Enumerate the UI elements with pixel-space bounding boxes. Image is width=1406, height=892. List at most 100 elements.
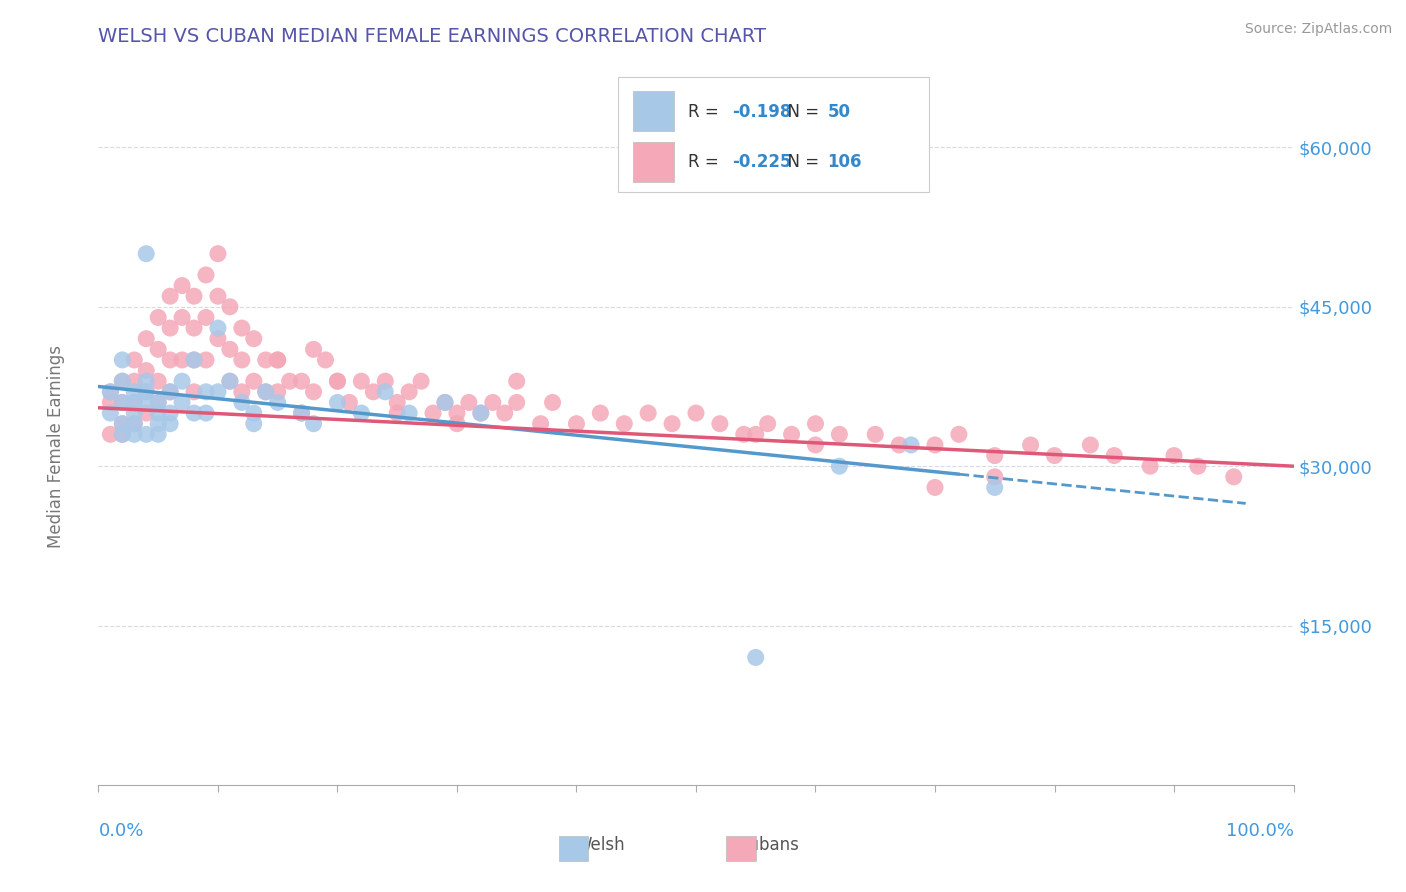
Point	[804, 417, 827, 431]
Point	[135, 363, 157, 377]
Point	[207, 321, 229, 335]
Point	[124, 353, 146, 368]
Point	[1163, 449, 1185, 463]
Point	[124, 384, 146, 399]
Point	[756, 417, 779, 431]
Point	[924, 480, 946, 494]
Point	[111, 427, 134, 442]
Point	[243, 374, 266, 388]
Point	[446, 417, 468, 431]
Point	[398, 384, 420, 399]
Point	[339, 395, 361, 409]
Point	[302, 343, 325, 357]
Point	[1139, 459, 1161, 474]
Point	[195, 353, 218, 368]
Point	[385, 406, 409, 420]
Text: WELSH VS CUBAN MEDIAN FEMALE EARNINGS CORRELATION CHART: WELSH VS CUBAN MEDIAN FEMALE EARNINGS CO…	[98, 27, 766, 45]
Point	[124, 406, 146, 420]
Point	[865, 427, 887, 442]
Point	[506, 395, 529, 409]
Point	[446, 406, 468, 420]
Point	[195, 268, 218, 282]
Point	[207, 246, 229, 260]
Point	[124, 417, 146, 431]
Point	[1019, 438, 1042, 452]
Point	[385, 395, 409, 409]
Point	[350, 406, 373, 420]
Point	[243, 332, 266, 346]
Point	[984, 470, 1007, 484]
Point	[135, 384, 157, 399]
Point	[98, 384, 122, 399]
Point	[135, 427, 157, 442]
Point	[254, 384, 277, 399]
Point	[111, 417, 134, 431]
Point	[183, 384, 205, 399]
Point	[219, 374, 242, 388]
Point	[148, 374, 170, 388]
Point	[709, 417, 731, 431]
FancyBboxPatch shape	[725, 836, 756, 861]
Point	[1104, 449, 1126, 463]
Point	[315, 353, 337, 368]
Point	[411, 374, 433, 388]
Point	[148, 395, 170, 409]
Point	[458, 395, 481, 409]
Point	[219, 343, 242, 357]
Point	[243, 406, 266, 420]
Point	[613, 417, 636, 431]
Point	[984, 449, 1007, 463]
Point	[326, 374, 349, 388]
Point	[207, 289, 229, 303]
Text: -0.198: -0.198	[733, 103, 792, 120]
Text: 106: 106	[827, 153, 862, 171]
Point	[159, 353, 181, 368]
Point	[889, 438, 911, 452]
Text: -0.225: -0.225	[733, 153, 792, 171]
Text: Cubans: Cubans	[737, 836, 799, 854]
Point	[267, 353, 290, 368]
Point	[745, 650, 768, 665]
Point	[278, 374, 301, 388]
Point	[1187, 459, 1209, 474]
Point	[124, 395, 146, 409]
Point	[470, 406, 492, 420]
Point	[302, 417, 325, 431]
Point	[172, 395, 194, 409]
Point	[207, 332, 229, 346]
Point	[374, 374, 396, 388]
Point	[254, 384, 277, 399]
Point	[195, 310, 218, 325]
Point	[828, 459, 851, 474]
Point	[159, 289, 181, 303]
Point	[111, 353, 134, 368]
Point	[135, 374, 157, 388]
Text: N =: N =	[778, 103, 824, 120]
Point	[195, 384, 218, 399]
Text: Welsh: Welsh	[575, 836, 626, 854]
Point	[565, 417, 588, 431]
Point	[98, 384, 122, 399]
Point	[291, 406, 314, 420]
Point	[661, 417, 683, 431]
Point	[434, 395, 457, 409]
Point	[135, 332, 157, 346]
Point	[302, 384, 325, 399]
Point	[219, 374, 242, 388]
Point	[470, 406, 492, 420]
Point	[326, 374, 349, 388]
Text: 50: 50	[827, 103, 851, 120]
Point	[135, 246, 157, 260]
Point	[172, 353, 194, 368]
Point	[984, 480, 1007, 494]
Point	[267, 353, 290, 368]
Point	[148, 427, 170, 442]
Point	[506, 374, 529, 388]
Point	[135, 406, 157, 420]
Text: Median Female Earnings: Median Female Earnings	[48, 344, 65, 548]
Point	[135, 384, 157, 399]
FancyBboxPatch shape	[619, 77, 929, 193]
Point	[183, 321, 205, 335]
Point	[183, 353, 205, 368]
Point	[494, 406, 516, 420]
